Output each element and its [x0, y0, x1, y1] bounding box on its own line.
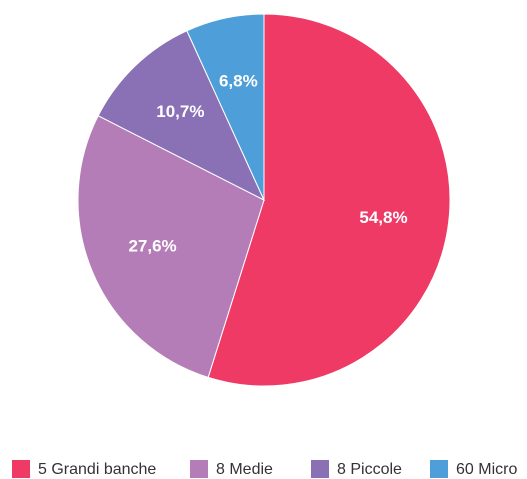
pie-slice [207, 13, 451, 387]
legend-swatch [190, 460, 208, 478]
legend-swatch [12, 460, 30, 478]
legend-label: 5 Grandi banche [38, 461, 156, 478]
slice-label: 10,7% [156, 102, 204, 121]
legend-swatch [430, 460, 448, 478]
legend-label: 8 Piccole [337, 461, 402, 478]
legend-swatch [311, 460, 329, 478]
pie-slice [186, 13, 265, 201]
legend-label: 8 Medie [216, 461, 273, 478]
slice-label: 27,6% [128, 236, 176, 255]
slice-label: 54,8% [359, 208, 407, 227]
legend-label: 60 Micro [456, 461, 517, 478]
pie-slice [77, 115, 265, 379]
pie-slice [97, 30, 266, 202]
slice-label: 6,8% [219, 71, 258, 90]
